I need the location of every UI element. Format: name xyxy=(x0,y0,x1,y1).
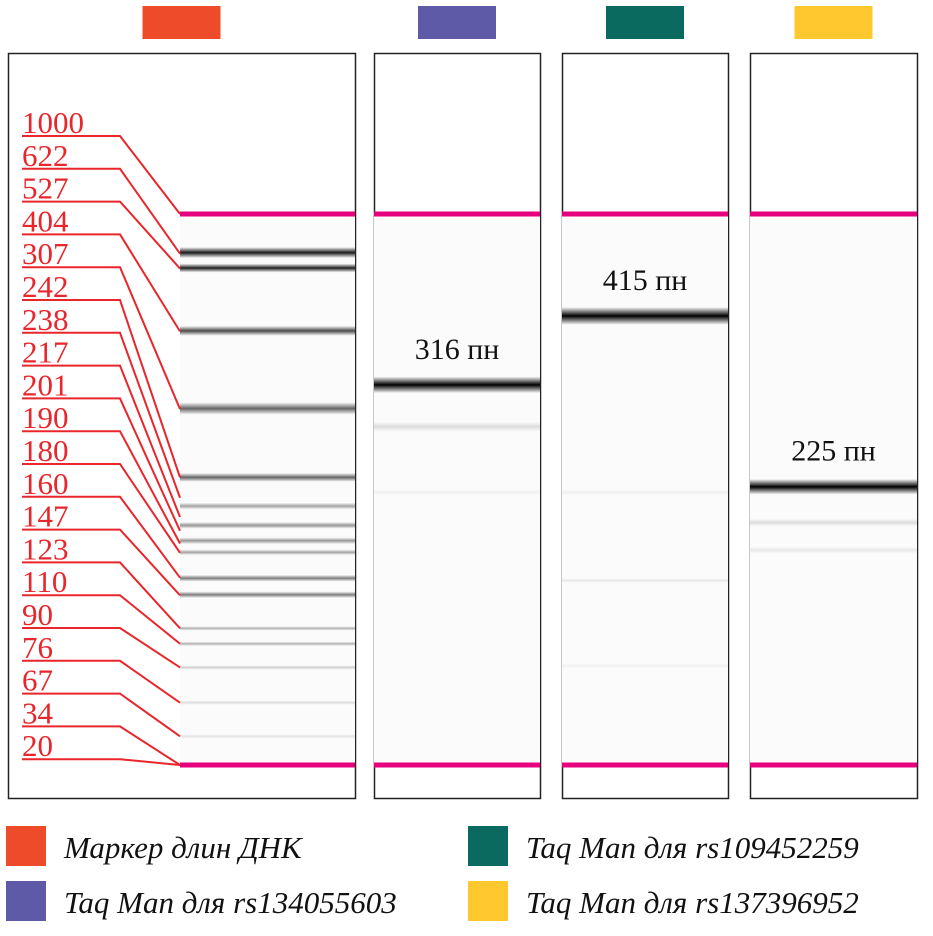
ladder-leader-line xyxy=(22,561,181,630)
gel-band xyxy=(180,402,355,415)
gel-background-marker xyxy=(180,214,355,765)
gel-band xyxy=(374,489,540,496)
ladder-leader-line xyxy=(22,331,181,499)
ladder-label: 307 xyxy=(22,236,69,271)
ladder-label: 1000 xyxy=(22,105,84,140)
gel-band xyxy=(180,537,355,545)
ladder-leader-line xyxy=(22,167,181,255)
ladder-leader-line xyxy=(22,627,181,669)
product-size-labels: 316 пн 415 пн 225 пн xyxy=(415,264,876,468)
lane-color-swatches xyxy=(142,6,873,39)
ladder-leader-line xyxy=(22,725,181,766)
gel-band xyxy=(180,263,355,273)
gel-band xyxy=(180,626,355,631)
ladder-label: 190 xyxy=(22,400,69,435)
ladder-label: 160 xyxy=(22,466,69,501)
product-size-label-rs134055603: 316 пн xyxy=(415,333,500,366)
gel-band xyxy=(180,472,355,482)
ladder-leader-line xyxy=(22,266,181,410)
gel-band xyxy=(750,479,917,495)
ladder-label: 404 xyxy=(22,203,69,238)
legend-label: Taq Man для rs109452259 xyxy=(526,830,859,865)
ladder-leader-line xyxy=(22,528,181,596)
gel-band xyxy=(180,549,355,556)
legend-label: Taq Man для rs137396952 xyxy=(526,885,859,920)
gel-band xyxy=(562,663,728,669)
product-size-label-rs109452259: 415 пн xyxy=(603,264,688,297)
ladder-label: 123 xyxy=(22,531,69,566)
product-size-label-rs137396952: 225 пн xyxy=(791,435,876,468)
legend-swatch xyxy=(468,826,508,866)
ladder-leader-line xyxy=(22,659,181,704)
gel-band xyxy=(180,700,355,705)
legend-swatch xyxy=(6,826,46,866)
lane-swatch-rs109452259 xyxy=(606,6,684,39)
ladder-label: 90 xyxy=(22,597,53,632)
gel-band xyxy=(180,734,355,739)
gel-band xyxy=(180,641,355,646)
ladder-leader-line xyxy=(22,397,181,532)
gel-band xyxy=(374,376,540,394)
ladder-leader-line xyxy=(22,364,181,518)
lane-swatch-rs137396952 xyxy=(794,6,873,39)
ladder-label: 34 xyxy=(22,695,54,730)
ladder-label: 76 xyxy=(22,630,53,665)
ladder-label: 147 xyxy=(22,499,69,534)
gel-band xyxy=(180,522,355,529)
gel-band xyxy=(562,489,728,496)
gel-band xyxy=(180,247,355,259)
ladder-leader-line xyxy=(22,495,181,579)
gel-band xyxy=(180,502,355,510)
ladder-leader-line xyxy=(22,594,181,645)
lane-swatch-marker xyxy=(142,6,221,39)
ladder-label: 67 xyxy=(22,663,53,698)
gel-band xyxy=(180,665,355,670)
legend-label: Taq Man для rs134055603 xyxy=(64,885,397,920)
lane-swatch-rs134055603 xyxy=(418,6,496,39)
ladder-leader-line xyxy=(22,233,181,332)
lane-frames xyxy=(7,52,919,800)
gel-band xyxy=(562,578,728,583)
gel-band xyxy=(750,546,917,554)
ladder-size-labels: 1000622527404307242238217201190180160147… xyxy=(22,105,181,766)
ladder-label: 110 xyxy=(22,564,67,599)
ladder-label: 238 xyxy=(22,302,69,337)
gel-band xyxy=(562,307,728,325)
ladder-leader-line xyxy=(22,200,181,270)
ladder-label: 201 xyxy=(22,367,69,402)
legend-swatch xyxy=(6,881,46,921)
ladder-label: 20 xyxy=(22,728,53,763)
ladder-leader-line xyxy=(22,758,181,766)
ladder-leader-line xyxy=(22,299,181,478)
ladder-label: 242 xyxy=(22,269,69,304)
ladder-label: 217 xyxy=(22,335,69,370)
gel-band xyxy=(374,421,540,432)
ladder-label: 622 xyxy=(22,138,69,173)
legend: Маркер длин ДНК Taq Man для rs109452259 Ta… xyxy=(6,826,859,921)
ladder-label: 527 xyxy=(22,171,69,206)
ladder-leader-line xyxy=(22,692,181,738)
ladder-label: 180 xyxy=(22,433,69,468)
gel-band xyxy=(180,574,355,582)
legend-swatch xyxy=(468,881,508,921)
gel-band xyxy=(750,518,917,527)
legend-label: Маркер длин ДНК xyxy=(63,830,304,865)
gel-band xyxy=(180,591,355,599)
ladder-leader-line xyxy=(22,430,181,544)
gel-band xyxy=(180,325,355,336)
ladder-leader-line xyxy=(22,463,181,554)
ladder-leader-line xyxy=(22,135,181,215)
